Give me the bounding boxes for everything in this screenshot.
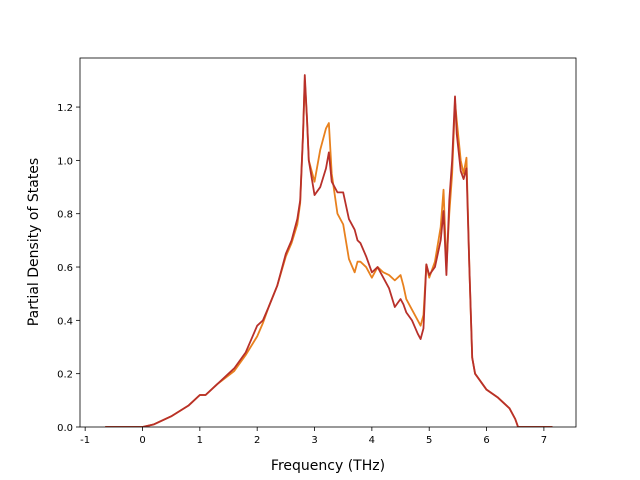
x-tick-label: 4	[369, 435, 375, 446]
x-axis-label: Frequency (THz)	[271, 458, 385, 474]
y-tick-label: 1.0	[57, 156, 73, 167]
y-tick-label: 1.2	[57, 103, 73, 114]
x-tick-label: -1	[80, 435, 90, 446]
x-tick-label: 0	[139, 435, 145, 446]
y-tick-label: 0.2	[57, 370, 73, 381]
y-axis-label: Partial Density of States	[26, 158, 42, 326]
plot-frame	[79, 57, 577, 428]
x-tick-label: 3	[311, 435, 317, 446]
x-tick-label: 6	[483, 435, 489, 446]
y-tick-label: 0.6	[57, 263, 73, 274]
y-tick-label: 0.0	[57, 423, 73, 434]
y-tick-label: 0.4	[57, 316, 73, 327]
x-tick-label: 2	[254, 435, 260, 446]
x-tick-label: 1	[197, 435, 203, 446]
x-tick-label: 7	[541, 435, 547, 446]
y-tick-label: 0.8	[57, 210, 73, 221]
series-line	[105, 74, 553, 427]
x-tick-label: 5	[426, 435, 432, 446]
